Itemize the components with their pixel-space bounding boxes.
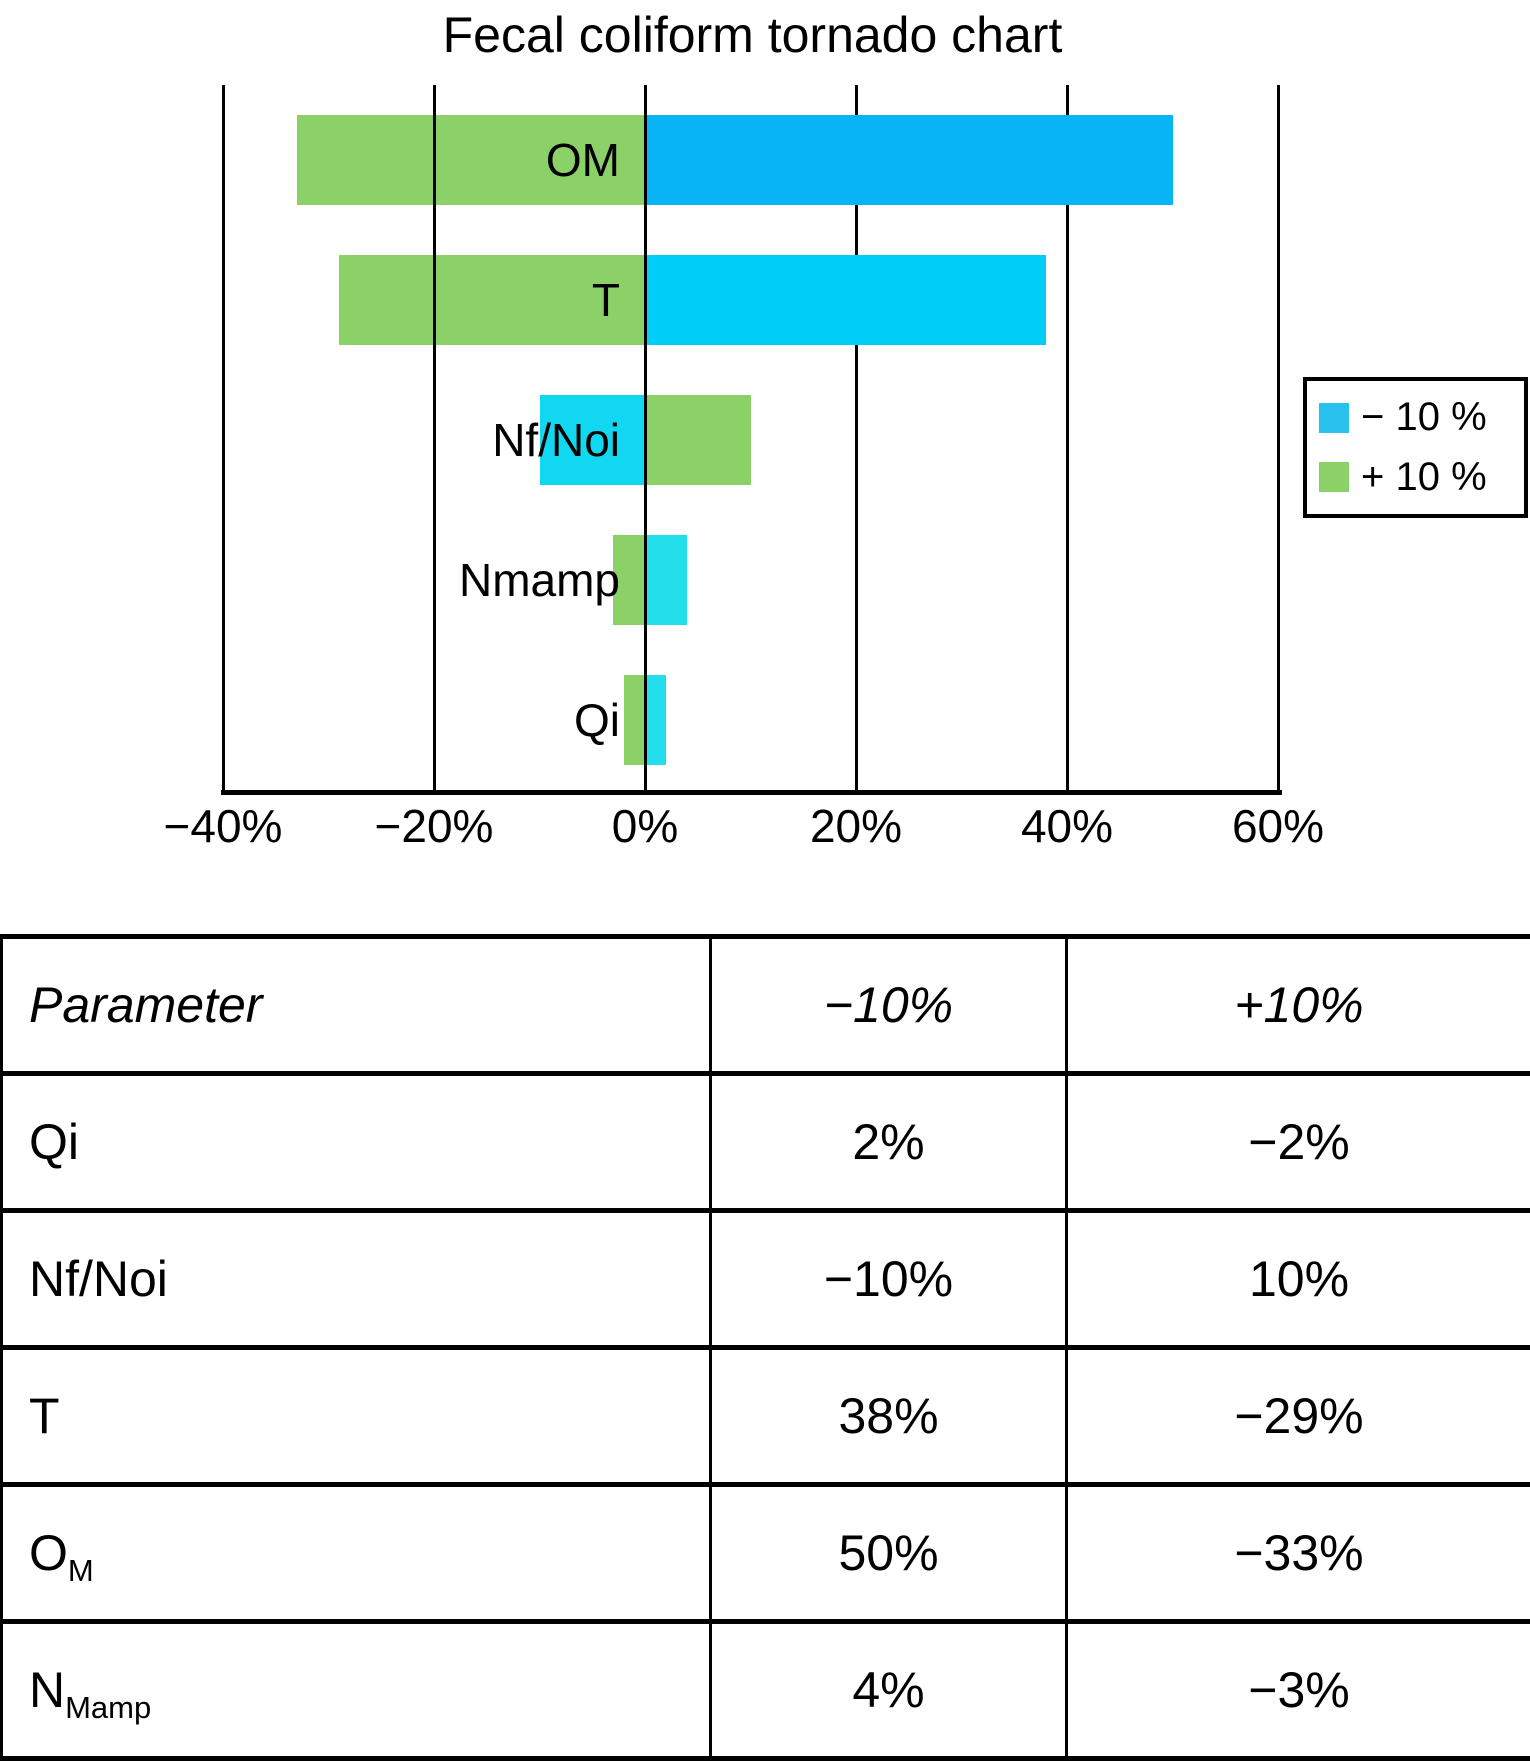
bar-segment-minus10-OM: [645, 115, 1173, 205]
bar-segment-minus10-Nmamp: [645, 535, 687, 625]
legend-swatch: [1319, 403, 1349, 433]
bar-segment-plus10-Nf/Noi: [645, 395, 751, 485]
bar-segment-plus10-Qi: [624, 675, 645, 765]
table-header-cell: Parameter: [2, 937, 711, 1074]
plus10-value-cell: −29%: [1067, 1348, 1530, 1485]
x-tick-label: −20%: [334, 799, 534, 853]
plus10-value-cell: −33%: [1067, 1485, 1530, 1622]
legend-item: + 10 %: [1307, 455, 1524, 500]
table-header-cell: +10%: [1067, 937, 1530, 1074]
table-row: Nf/Noi−10%10%: [2, 1211, 1530, 1348]
bar-label-OM: OM: [0, 115, 620, 205]
legend-swatch: [1319, 462, 1349, 492]
table-header-cell: −10%: [711, 937, 1067, 1074]
parameter-cell: Nf/Noi: [2, 1211, 711, 1348]
bar-segment-minus10-Qi: [645, 675, 666, 765]
minus10-value-cell: −10%: [711, 1211, 1067, 1348]
plus10-value-cell: 10%: [1067, 1211, 1530, 1348]
parameter-cell: OM: [2, 1485, 711, 1622]
bar-label-Qi: Qi: [0, 675, 620, 765]
x-tick-label: 0%: [545, 799, 745, 853]
legend-item-label: + 10 %: [1361, 455, 1487, 500]
x-tick-label: −40%: [123, 799, 323, 853]
legend-item-label: − 10 %: [1361, 395, 1487, 440]
parameter-cell: T: [2, 1348, 711, 1485]
parameter-cell: Qi: [2, 1074, 711, 1211]
x-tick-label: 60%: [1178, 799, 1378, 853]
x-tick-label: 40%: [967, 799, 1167, 853]
minus10-value-cell: 50%: [711, 1485, 1067, 1622]
tornado-chart: Fecal coliform tornado chart − 10 % + 10 …: [0, 0, 1530, 880]
plus10-value-cell: −2%: [1067, 1074, 1530, 1211]
plus10-value-cell: −3%: [1067, 1622, 1530, 1759]
minus10-value-cell: 38%: [711, 1348, 1067, 1485]
x-axis-line: [221, 790, 1282, 795]
gridline-60: [1277, 85, 1280, 790]
parameter-cell: NMamp: [2, 1622, 711, 1759]
bar-label-Nmamp: Nmamp: [0, 535, 620, 625]
bar-label-T: T: [0, 255, 620, 345]
table-header-row: Parameter−10%+10%: [2, 937, 1530, 1074]
bar-label-Nf/Noi: Nf/Noi: [0, 395, 620, 485]
parameter-subscript: Mamp: [65, 1690, 151, 1725]
zero-axis-line: [644, 85, 647, 790]
x-tick-label: 20%: [756, 799, 956, 853]
bar-segment-minus10-T: [645, 255, 1046, 345]
minus10-value-cell: 4%: [711, 1622, 1067, 1759]
minus10-value-cell: 2%: [711, 1074, 1067, 1211]
parameter-subscript: M: [68, 1553, 94, 1588]
legend-box: − 10 % + 10 %: [1303, 377, 1528, 518]
legend-item: − 10 %: [1307, 395, 1524, 440]
chart-title: Fecal coliform tornado chart: [0, 6, 1505, 64]
